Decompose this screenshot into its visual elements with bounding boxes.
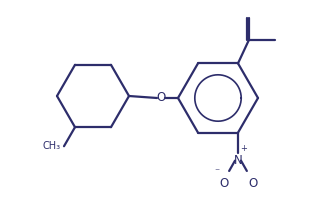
- Text: O: O: [156, 90, 166, 103]
- Text: ⁻: ⁻: [215, 167, 220, 177]
- Text: O: O: [219, 177, 229, 190]
- Text: CH₃: CH₃: [43, 141, 61, 151]
- Text: +: +: [240, 144, 247, 153]
- Text: O: O: [248, 177, 258, 190]
- Text: N: N: [234, 154, 242, 167]
